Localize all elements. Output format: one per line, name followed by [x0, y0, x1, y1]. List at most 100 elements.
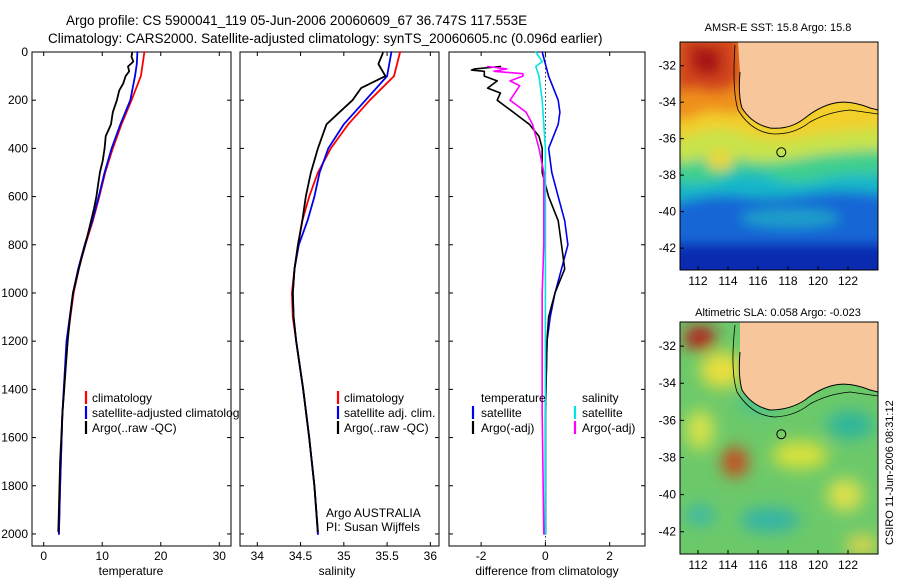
map-x-tick-label: 112	[688, 274, 707, 288]
sst-band-darkred	[690, 45, 722, 76]
sla-eddy-teal	[740, 508, 800, 532]
legend-label-sal-satellite: satellite	[582, 406, 623, 420]
series-line-salinity-argo-adj-	[486, 65, 545, 535]
map-y-tick-label: -40	[659, 205, 677, 219]
difference-panel: -2 0 2 difference from climatology tempera…	[448, 51, 646, 578]
sla-eddy-yellow	[827, 479, 863, 511]
legend-label-climatology: climatology	[92, 391, 152, 405]
salinity-ticks: 34 34.5 35 35.5 36	[240, 51, 439, 563]
difference-legend: temperature salinity satellite Argo(-adj…	[471, 391, 635, 435]
legend-label-climatology: climatology	[344, 391, 404, 405]
map-x-tick-label: 118	[778, 274, 797, 288]
map-y-tick-label: -42	[659, 525, 677, 539]
sst-shelf-contour	[733, 44, 878, 135]
salinity-axes-box	[239, 51, 440, 547]
map-x-tick-label: 114	[718, 558, 737, 572]
x-tick-label: 20	[154, 549, 168, 563]
y-tick-label: 1200	[1, 334, 28, 348]
sla-argo-marker	[776, 429, 787, 440]
temperature-axes-box	[31, 51, 232, 547]
figure-title-line2: Climatology: CARS2000. Satellite-adjuste…	[48, 31, 603, 46]
difference-xlabel: difference from climatology	[475, 564, 618, 578]
salinity-legend: climatology satellite adj. clim. Argo(..…	[336, 391, 435, 435]
sla-map-title: Altimetric SLA: 0.058 Argo: -0.023	[695, 307, 861, 319]
x-tick-label: 0	[542, 549, 549, 563]
sla-eddy-yellow	[700, 352, 744, 388]
y-tick-label: 1800	[1, 479, 28, 493]
sst-map-frame	[679, 41, 879, 271]
x-tick-label: 30	[213, 549, 227, 563]
sla-map-frame	[679, 321, 879, 555]
sst-map-ticks: 112 114 116 118 120 122 -32 -34 -36 -38 -40 -42	[659, 59, 859, 288]
series-line-temperature-argo-adj-	[470, 65, 566, 535]
map-y-tick-label: -34	[659, 95, 677, 109]
map-x-tick-label: 118	[778, 558, 797, 572]
x-tick-label: 2	[606, 549, 613, 563]
series-line-argo-raw-qc-	[291, 52, 387, 533]
legend-label-satellite-adj: satellite adj. clim.	[344, 406, 435, 420]
sla-eddy-yellow	[772, 441, 828, 469]
side-timestamp-label: CSIRO 11-Jun-2006 08:31:12	[884, 400, 896, 545]
sla-eddy-red	[684, 326, 716, 350]
x-tick-label: -2	[476, 549, 487, 563]
y-tick-label: 1400	[1, 382, 28, 396]
map-y-tick-label: -34	[659, 376, 677, 390]
legend-label-temp-argo: Argo(-adj)	[481, 421, 534, 435]
legend-header-salinity: salinity	[582, 391, 619, 405]
map-y-tick-label: -40	[659, 488, 677, 502]
temperature-lines	[57, 51, 146, 535]
annotation-argo-australia: Argo AUSTRALIA	[326, 506, 421, 520]
y-tick-label: 1000	[1, 286, 28, 300]
map-y-tick-label: -38	[659, 450, 677, 464]
sla-map-ticks: 112 114 116 118 120 122 -32 -34 -36 -38 -40 -42	[659, 339, 859, 572]
salinity-xlabel: salinity	[319, 564, 356, 578]
map-y-tick-label: -36	[659, 413, 677, 427]
y-tick-label: 0	[21, 45, 28, 59]
sla-eddy-yellow	[686, 410, 714, 450]
sst-map-panel: AMSR-E SST: 15.8 Argo: 15.8 112 114 116 118…	[659, 22, 879, 288]
map-y-tick-label: -32	[659, 339, 677, 353]
map-x-tick-label: 120	[808, 558, 828, 572]
x-tick-label: 10	[96, 549, 110, 563]
x-tick-label: 35.5	[375, 549, 399, 563]
sla-eddy-teal	[685, 505, 715, 525]
sst-coastline	[738, 71, 878, 129]
x-tick-label: 34.5	[289, 549, 313, 563]
y-tick-label: 200	[8, 93, 28, 107]
map-x-tick-label: 122	[838, 274, 858, 288]
map-y-tick-label: -32	[659, 59, 677, 73]
map-x-tick-label: 116	[748, 274, 767, 288]
legend-label-temp-satellite: satellite	[481, 406, 522, 420]
sst-land-australia	[738, 42, 878, 129]
map-y-tick-label: -36	[659, 132, 677, 146]
figure-title-line1: Argo profile: CS 5900041_119 05-Jun-2006…	[66, 13, 527, 28]
annotation-pi: PI: Susan Wijffels	[326, 520, 420, 534]
map-x-tick-label: 122	[838, 558, 858, 572]
legend-label-satellite-adjusted: satellite-adjusted climatology	[92, 406, 245, 420]
y-tick-label: 400	[8, 141, 28, 155]
y-tick-label: 1600	[1, 431, 28, 445]
sla-eddy-red	[722, 447, 748, 477]
sla-land-australia	[739, 322, 878, 410]
sla-eddy-yellow	[846, 535, 878, 554]
salinity-panel: 34 34.5 35 35.5 36 salinity climatology sate…	[239, 51, 440, 578]
map-y-tick-label: -42	[659, 241, 677, 255]
legend-header-temperature: temperature	[481, 391, 546, 405]
series-line-salinity-satellite	[534, 51, 547, 535]
sst-warm-eddy	[706, 150, 734, 170]
difference-lines	[470, 51, 569, 535]
sla-coastline	[738, 351, 878, 411]
legend-label-sal-argo: Argo(-adj)	[582, 421, 635, 435]
series-line-argo-raw-qc-	[57, 52, 135, 533]
temperature-xlabel: temperature	[99, 564, 164, 578]
sst-cool-tongue	[740, 208, 840, 228]
legend-label-argo: Argo(..raw -QC)	[344, 421, 429, 435]
x-tick-label: 34	[251, 549, 265, 563]
sla-eddy-teal	[826, 411, 874, 439]
x-tick-label: 0	[40, 549, 47, 563]
sla-map-panel: Altimetric SLA: 0.058 Argo: -0.023 112 11	[659, 307, 879, 572]
sst-field	[680, 42, 878, 270]
map-x-tick-label: 116	[748, 558, 767, 572]
map-x-tick-label: 114	[718, 274, 737, 288]
y-tick-label: 2000	[1, 527, 28, 541]
